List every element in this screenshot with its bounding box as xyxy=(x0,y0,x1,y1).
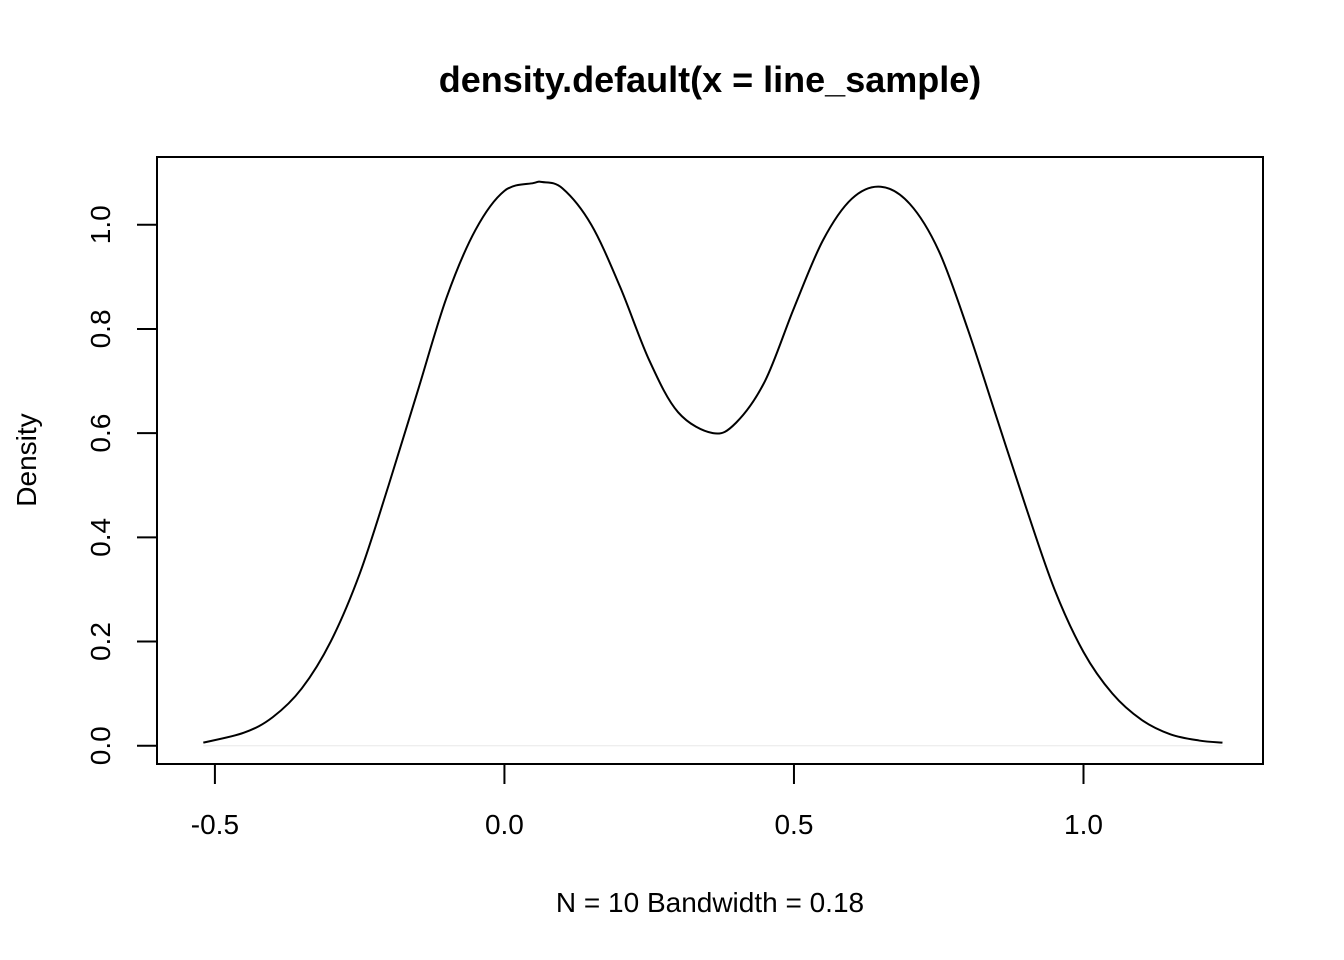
x-axis: -0.5 0.0 0.5 1.0 xyxy=(191,763,1103,840)
x-axis-label: N = 10 Bandwidth = 0.18 xyxy=(556,887,864,918)
y-tick-label: 1.0 xyxy=(85,205,116,244)
x-tick-label: -0.5 xyxy=(191,809,239,840)
density-line xyxy=(203,180,1223,744)
y-tick-label: 0.4 xyxy=(85,518,116,557)
y-tick-label: 0.0 xyxy=(85,726,116,765)
y-tick-label: 0.2 xyxy=(85,622,116,661)
x-tick-label: 0.0 xyxy=(485,809,524,840)
y-axis-label: Density xyxy=(11,413,42,506)
x-tick-label: 1.0 xyxy=(1064,809,1103,840)
y-tick-label: 0.8 xyxy=(85,309,116,348)
x-tick-label: 0.5 xyxy=(774,809,813,840)
chart-title: density.default(x = line_sample) xyxy=(439,59,982,100)
y-axis: 0.0 0.2 0.4 0.6 0.8 1.0 xyxy=(85,205,158,765)
y-tick-label: 0.6 xyxy=(85,414,116,453)
